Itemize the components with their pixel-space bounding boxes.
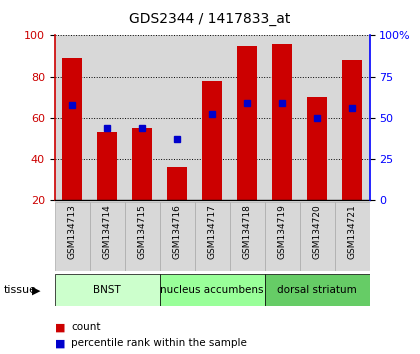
Text: tissue: tissue: [4, 285, 37, 295]
Bar: [168, 167, 187, 200]
Text: GDS2344 / 1417833_at: GDS2344 / 1417833_at: [129, 12, 291, 27]
Text: GSM134719: GSM134719: [278, 204, 286, 259]
Bar: [307, 97, 327, 200]
Bar: [125, 35, 160, 200]
Bar: [89, 202, 125, 271]
Bar: [55, 274, 160, 306]
Text: GSM134715: GSM134715: [138, 204, 147, 259]
Bar: [202, 81, 222, 200]
Bar: [237, 46, 257, 200]
Bar: [55, 35, 89, 200]
Bar: [55, 202, 89, 271]
Text: GSM134714: GSM134714: [102, 204, 112, 259]
Text: GSM134720: GSM134720: [312, 204, 322, 259]
Text: GSM134721: GSM134721: [348, 204, 357, 259]
Text: dorsal striatum: dorsal striatum: [277, 285, 357, 295]
Bar: [160, 274, 265, 306]
Bar: [63, 58, 82, 200]
Text: ■: ■: [55, 322, 65, 332]
Text: BNST: BNST: [93, 285, 121, 295]
Text: ■: ■: [55, 338, 65, 348]
Text: GSM134717: GSM134717: [207, 204, 217, 259]
Bar: [265, 274, 370, 306]
Bar: [97, 132, 117, 200]
Bar: [194, 202, 230, 271]
Text: ▶: ▶: [32, 285, 41, 295]
Bar: [265, 35, 299, 200]
Text: GSM134718: GSM134718: [243, 204, 252, 259]
Bar: [230, 202, 265, 271]
Bar: [125, 202, 160, 271]
Bar: [230, 35, 265, 200]
Bar: [265, 202, 299, 271]
Text: GSM134713: GSM134713: [68, 204, 76, 259]
Bar: [299, 35, 335, 200]
Bar: [335, 202, 370, 271]
Bar: [299, 202, 335, 271]
Bar: [160, 35, 194, 200]
Bar: [342, 60, 362, 200]
Bar: [194, 35, 230, 200]
Text: count: count: [71, 322, 101, 332]
Bar: [132, 128, 152, 200]
Bar: [335, 35, 370, 200]
Text: GSM134716: GSM134716: [173, 204, 181, 259]
Text: nucleus accumbens: nucleus accumbens: [160, 285, 264, 295]
Text: percentile rank within the sample: percentile rank within the sample: [71, 338, 247, 348]
Bar: [273, 44, 292, 200]
Bar: [89, 35, 125, 200]
Bar: [160, 202, 194, 271]
